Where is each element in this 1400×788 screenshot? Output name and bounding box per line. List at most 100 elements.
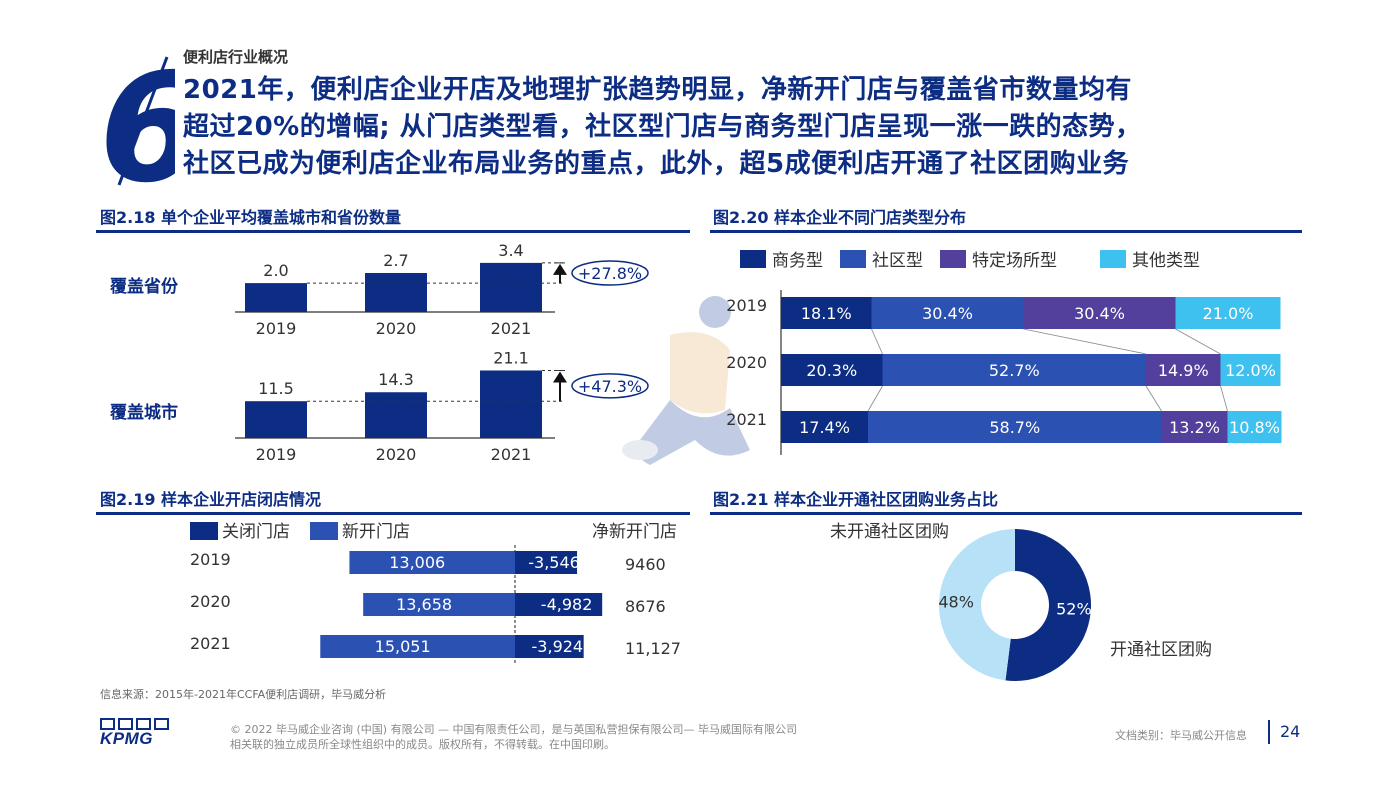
legend-label: 特定场所型 — [972, 251, 1057, 271]
tick-label: 2020 — [376, 319, 417, 338]
fig218-rule — [96, 230, 690, 233]
bar-closed — [515, 551, 578, 574]
data-label-closed: -3,924 — [532, 637, 584, 656]
bar — [245, 401, 307, 438]
donut-slice — [939, 529, 1015, 681]
bar-opened — [349, 551, 515, 574]
kpmg-logo: KPMG — [100, 718, 172, 748]
data-label-opened: 13,658 — [396, 595, 452, 614]
slice-value-label: 52% — [1056, 600, 1092, 619]
value-label: 2.0 — [263, 261, 288, 280]
tick-label: 2021 — [726, 410, 767, 429]
data-label: 21.0% — [1203, 304, 1254, 323]
value-label: 11.5 — [258, 379, 294, 398]
data-label: 14.9% — [1158, 361, 1209, 380]
section-label: 便利店行业概况 — [183, 48, 289, 66]
tick-label: 2019 — [256, 319, 297, 338]
bar — [480, 262, 542, 312]
fig220-title: 图2.20 样本企业不同门店类型分布 — [713, 208, 967, 227]
data-label: 30.4% — [922, 304, 973, 323]
tick-label: 2021 — [190, 634, 231, 653]
data-label: 18.1% — [801, 304, 852, 323]
legend-swatch — [940, 250, 966, 268]
growth-arrow-head — [553, 371, 567, 383]
bar-segment — [1161, 411, 1228, 443]
bar-segment — [1175, 297, 1281, 329]
tick-label: 2021 — [491, 319, 532, 338]
row-label: 覆盖省份 — [110, 276, 179, 297]
running-person-illustration — [622, 296, 750, 465]
legend-swatch — [740, 250, 766, 268]
page-headline: 2021年，便利店企业开店及地理扩张趋势明显，净新开门店与覆盖省市数量均有 超过… — [183, 72, 1323, 183]
copyright-line: 相关联的独立成员所全球性组织中的成员。版权所有，不得转载。在中国印刷。 — [230, 738, 615, 751]
tick-label: 2020 — [726, 353, 767, 372]
legend-swatch — [840, 250, 866, 268]
bar-segment — [781, 354, 883, 386]
bar — [365, 273, 427, 312]
data-label: 30.4% — [1074, 304, 1125, 323]
headline-line: 超过20%的增幅; 从门店类型看，社区型门店与商务型门店呈现一涨一跌的态势， — [183, 112, 1142, 142]
bar — [480, 370, 542, 438]
legend-label: 其他类型 — [1132, 251, 1200, 271]
growth-label: +47.3% — [578, 377, 642, 396]
slice-name-label: 开通社区团购 — [1110, 640, 1212, 660]
legend-label: 新开门店 — [342, 522, 410, 542]
fig218-title: 图2.18 单个企业平均覆盖城市和省份数量 — [100, 208, 402, 227]
tick-label: 2020 — [376, 445, 417, 464]
bar-segment — [868, 411, 1162, 443]
tick-label: 2019 — [256, 445, 297, 464]
slice-value-label: 48% — [938, 592, 974, 611]
growth-badge — [571, 260, 649, 286]
bar — [245, 283, 307, 312]
bar — [365, 392, 427, 438]
fig220-rule — [710, 230, 1302, 233]
row-label: 覆盖城市 — [110, 402, 178, 423]
tick-label: 2019 — [726, 296, 767, 315]
connector-line — [1145, 385, 1162, 412]
legend-swatch-closed — [190, 522, 218, 540]
data-label: 13.2% — [1169, 418, 1220, 437]
headline-line: 2021年，便利店企业开店及地理扩张趋势明显，净新开门店与覆盖省市数量均有 — [183, 75, 1132, 105]
data-label-closed: -3,546 — [528, 553, 580, 572]
fig220-store-type-chart: 商务型 社区型 特定场所型 其他类型 2019 18.1% 30.4% 30.4% 21.0% 2… — [726, 250, 1282, 455]
connector-line — [1220, 385, 1228, 412]
bar-closed — [515, 635, 584, 658]
data-label: 17.4% — [799, 418, 850, 437]
connector-line — [1175, 328, 1221, 355]
bar-segment — [1023, 297, 1176, 329]
legend-label: 社区型 — [872, 251, 923, 271]
bar-segment — [1227, 411, 1282, 443]
doc-classification: 文档类别：毕马威公开信息 — [1115, 729, 1247, 742]
section-slash — [117, 56, 169, 186]
fig219-rule — [96, 512, 690, 515]
connector-line — [1023, 328, 1147, 355]
page-number: 24 — [1280, 722, 1301, 741]
net-label: 8676 — [625, 597, 666, 616]
bar-segment — [871, 297, 1024, 329]
legend-swatch — [1100, 250, 1126, 268]
kpmg-logo-text: KPMG — [100, 729, 153, 748]
fig218-cities-chart: 覆盖城市 11.5 2019 14.3 2020 21.1 2021 +47.3% — [110, 348, 649, 464]
legend-swatch-opened — [310, 522, 338, 540]
net-header: 净新开门店 — [592, 522, 677, 542]
source-note: 信息来源：2015年-2021年CCFA便利店调研，毕马威分析 — [100, 688, 387, 701]
growth-label: +27.8% — [578, 264, 642, 283]
tick-label: 2020 — [190, 592, 231, 611]
value-label: 14.3 — [378, 370, 414, 389]
section-number: 6 — [99, 55, 175, 190]
legend-label: 关闭门店 — [222, 522, 290, 542]
value-label: 3.4 — [498, 241, 523, 260]
net-label: 9460 — [625, 555, 666, 574]
data-label: 52.7% — [989, 361, 1040, 380]
fig221-title: 图2.21 样本企业开通社区团购业务占比 — [713, 490, 999, 509]
section-number-graphic: 6 — [99, 55, 175, 190]
data-label: 12.0% — [1225, 361, 1276, 380]
copyright-line: © 2022 毕马威企业咨询 (中国) 有限公司 — 中国有限责任公司，是与英国… — [230, 723, 798, 736]
bar-segment — [882, 354, 1146, 386]
value-label: 2.7 — [383, 251, 408, 270]
donut-slice — [1005, 529, 1091, 681]
bar-opened — [363, 593, 515, 616]
data-label-closed: -4,982 — [541, 595, 593, 614]
headline-line: 社区已成为便利店企业布局业务的重点，此外，超5成便利店开通了社区团购业务 — [183, 149, 1130, 179]
bar-segment — [1220, 354, 1281, 386]
